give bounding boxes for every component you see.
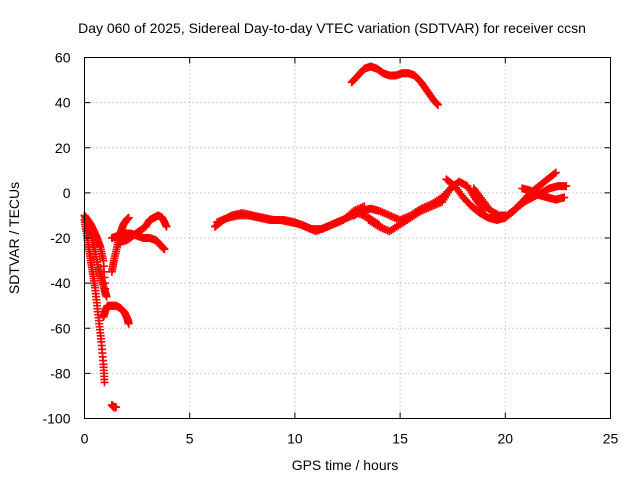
series-arc-late-c: [518, 184, 569, 204]
y-tick-label: -60: [50, 320, 70, 336]
series-arc-hook: [99, 301, 133, 328]
x-tick-label: 15: [392, 431, 408, 447]
data-point: [433, 100, 442, 109]
x-tick-label: 0: [81, 431, 89, 447]
data-points: [80, 62, 571, 412]
y-tick-label: 0: [63, 185, 71, 201]
data-point: [102, 292, 111, 301]
data-point: [550, 169, 559, 178]
x-axis-title: GPS time / hours: [292, 457, 399, 473]
series-arc-flat-b: [114, 211, 171, 247]
grid: [84, 57, 611, 419]
y-tick-label: 40: [55, 95, 71, 111]
y-tick-label: -40: [50, 275, 70, 291]
x-tick-label: 5: [186, 431, 194, 447]
series-arc-early-cluster-b: [81, 213, 111, 301]
x-tick-label: 25: [603, 431, 619, 447]
x-tick-label: 20: [498, 431, 514, 447]
data-point: [551, 168, 560, 177]
y-tick-label: 20: [55, 140, 71, 156]
y-tick-label: 60: [55, 50, 71, 66]
y-axis-title: SDTVAR / TECUs: [6, 182, 22, 294]
data-point: [160, 245, 169, 254]
y-tick-label: -20: [50, 230, 70, 246]
data-point: [562, 182, 571, 191]
chart-title: Day 060 of 2025, Sidereal Day-to-day VTE…: [78, 20, 586, 36]
x-tick-label: 10: [287, 431, 303, 447]
data-point: [112, 403, 121, 412]
data-point: [100, 378, 109, 387]
plot-frame: [84, 57, 611, 419]
series-arc-high: [347, 62, 442, 109]
data-point: [560, 193, 569, 202]
series-arc-lone: [107, 400, 121, 412]
axis-ticks: 0 5 10 15 20 25 -100 -80 -60 -40 -20 0 20 40 60: [42, 50, 618, 447]
data-point: [162, 222, 171, 231]
data-point: [124, 319, 133, 328]
y-tick-label: -100: [42, 411, 70, 427]
series-arc-mid-d: [364, 177, 489, 236]
data-point: [124, 213, 133, 222]
y-tick-label: -80: [50, 365, 70, 381]
